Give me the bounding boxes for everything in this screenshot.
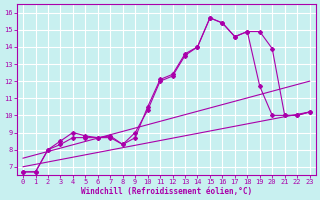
X-axis label: Windchill (Refroidissement éolien,°C): Windchill (Refroidissement éolien,°C) (81, 187, 252, 196)
